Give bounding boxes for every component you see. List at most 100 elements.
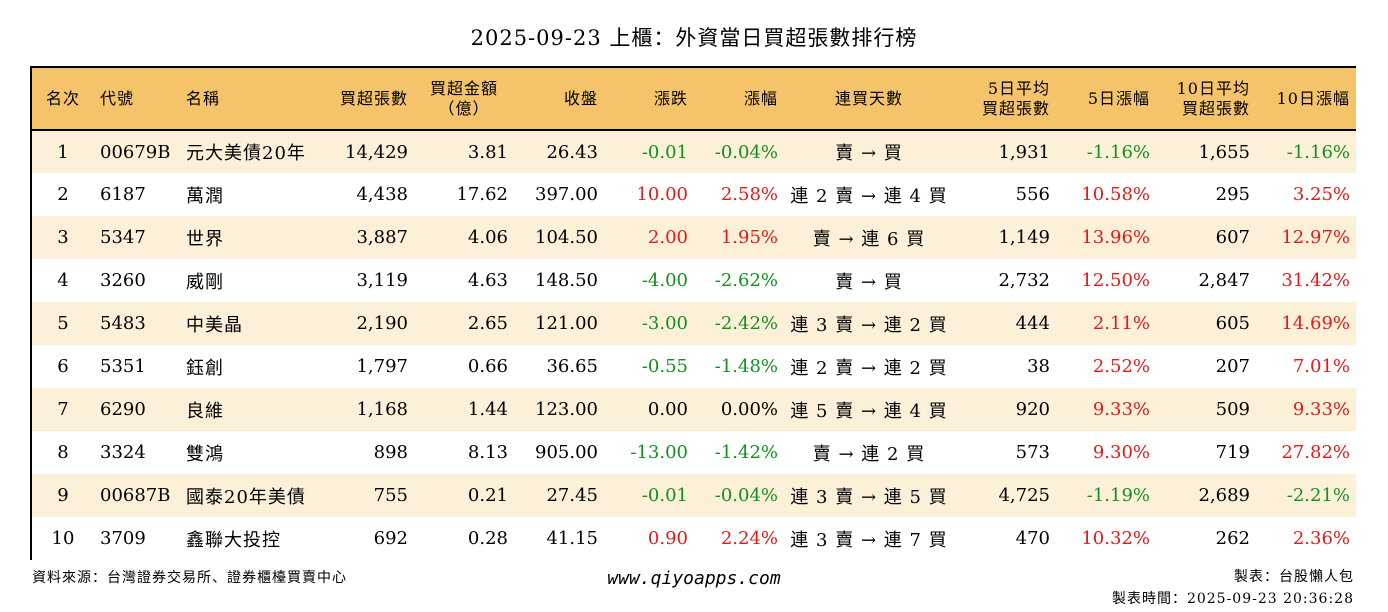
- table-row: 1 00679B 元大美債20年 14,429 3.81 26.43 -0.01 -0.04%…: [32, 130, 1356, 173]
- cell-buy-amount: 3.81: [467, 141, 508, 163]
- cell-pct: 1.95%: [720, 227, 778, 248]
- cell-buy-amount: 17.62: [456, 184, 508, 205]
- cell-avg5: 444: [1015, 313, 1050, 334]
- cell-pct5: 12.50%: [1081, 270, 1150, 291]
- header-streak: 連買天數: [784, 68, 954, 131]
- cell-buy-shares: 4,438: [356, 184, 408, 205]
- cell-streak: 連 3 賣 → 連 2 買: [790, 314, 948, 336]
- cell-pct10: 3.25%: [1292, 184, 1350, 205]
- data-source: 資料來源：台灣證券交易所、證券櫃檯買賣中心: [32, 570, 347, 586]
- header-pct5: 5日漲幅: [1056, 68, 1156, 131]
- cell-close: 121.00: [535, 313, 598, 334]
- cell-code: 6290: [100, 399, 146, 420]
- cell-close: 104.50: [535, 227, 598, 248]
- table-row: 8 3324 雙鴻 898 8.13 905.00 -13.00 -1.42% 賣 → 連 2 …: [32, 431, 1356, 474]
- cell-buy-amount: 4.63: [467, 270, 508, 291]
- cell-pct10: 7.01%: [1292, 356, 1350, 377]
- cell-close: 397.00: [535, 184, 598, 205]
- cell-change: -0.01: [641, 485, 688, 506]
- cell-avg5: 573: [1015, 442, 1050, 463]
- cell-code: 6187: [100, 184, 146, 205]
- header-pct: 漲幅: [694, 68, 784, 131]
- table-header-row: 名次 代號 名稱 買超張數 買超金額 （億） 收盤 漲跌 漲幅 連買天數 5日平…: [32, 68, 1356, 131]
- cell-name: 鑫聯大投控: [186, 529, 281, 551]
- header-buy-amount-line2: （億）: [438, 98, 490, 118]
- table-row: 9 00687B 國泰20年美債 755 0.21 27.45 -0.01 -0.04% 連 3…: [32, 474, 1356, 517]
- cell-name: 威剛: [186, 271, 224, 293]
- cell-code: 00687B: [100, 485, 171, 506]
- cell-rank: 1: [57, 141, 69, 163]
- cell-buy-shares: 14,429: [345, 141, 408, 163]
- cell-change: 2.00: [647, 227, 688, 248]
- cell-rank: 8: [57, 442, 69, 463]
- cell-change: -0.55: [641, 356, 688, 377]
- cell-buy-shares: 898: [373, 442, 408, 463]
- header-name: 名稱: [180, 68, 316, 131]
- cell-buy-shares: 1,168: [356, 399, 408, 420]
- cell-close: 148.50: [535, 270, 598, 291]
- cell-streak: 連 3 賣 → 連 5 買: [790, 486, 948, 508]
- cell-avg5: 1,931: [998, 141, 1050, 163]
- cell-close: 123.00: [535, 399, 598, 420]
- table-row: 3 5347 世界 3,887 4.06 104.50 2.00 1.95% 賣 → 連 6 買…: [32, 216, 1356, 259]
- cell-streak: 連 2 賣 → 連 2 買: [790, 357, 948, 379]
- cell-close: 905.00: [535, 442, 598, 463]
- cell-pct10: 14.69%: [1281, 313, 1350, 334]
- cell-pct5: 2.52%: [1092, 356, 1150, 377]
- cell-avg10: 605: [1215, 313, 1250, 334]
- cell-pct5: 2.11%: [1092, 313, 1150, 334]
- table-body: 1 00679B 元大美債20年 14,429 3.81 26.43 -0.01 -0.04%…: [32, 130, 1356, 560]
- header-avg10-line2: 買超張數: [1181, 98, 1250, 118]
- cell-change: 10.00: [636, 184, 688, 205]
- header-avg5: 5日平均 買超張數: [954, 68, 1056, 131]
- cell-pct5: 10.32%: [1081, 528, 1150, 549]
- cell-rank: 6: [57, 356, 69, 377]
- cell-buy-shares: 3,887: [356, 227, 408, 248]
- cell-buy-amount: 0.28: [467, 528, 508, 549]
- cell-buy-amount: 1.44: [467, 399, 508, 420]
- cell-avg5: 470: [1015, 528, 1050, 549]
- page-title: 2025-09-23 上櫃：外資當日買超張數排行榜: [470, 26, 918, 50]
- cell-streak: 賣 → 買: [835, 143, 903, 164]
- cell-rank: 5: [57, 313, 69, 334]
- cell-buy-shares: 692: [373, 528, 408, 549]
- header-avg10-line1: 10日平均: [1176, 78, 1250, 98]
- cell-buy-shares: 1,797: [356, 356, 408, 377]
- cell-streak: 連 5 賣 → 連 4 買: [790, 400, 948, 422]
- cell-code: 3709: [100, 528, 146, 549]
- cell-pct10: 12.97%: [1281, 227, 1350, 248]
- cell-avg5: 38: [1027, 356, 1050, 377]
- cell-avg10: 607: [1215, 227, 1250, 248]
- cell-name: 萬潤: [186, 185, 224, 207]
- cell-name: 元大美債20年: [186, 143, 306, 164]
- cell-pct5: 9.33%: [1092, 399, 1150, 420]
- cell-pct: 0.00%: [720, 399, 778, 420]
- cell-pct5: 13.96%: [1081, 227, 1150, 248]
- cell-name: 雙鴻: [186, 443, 224, 465]
- table-row: 4 3260 威剛 3,119 4.63 148.50 -4.00 -2.62% 賣 → 買 2,…: [32, 259, 1356, 302]
- table-row: 5 5483 中美晶 2,190 2.65 121.00 -3.00 -2.42% 連 3 賣 …: [32, 302, 1356, 345]
- cell-avg5: 4,725: [998, 485, 1050, 506]
- cell-buy-amount: 0.66: [467, 356, 508, 377]
- cell-streak: 賣 → 連 6 買: [812, 228, 926, 250]
- cell-pct: -2.62%: [714, 270, 778, 291]
- cell-avg10: 295: [1215, 184, 1250, 205]
- ranking-table-container: 名次 代號 名稱 買超張數 買超金額 （億） 收盤 漲跌 漲幅 連買天數 5日平…: [30, 66, 1356, 560]
- cell-rank: 7: [57, 399, 69, 420]
- cell-avg5: 2,732: [998, 270, 1050, 291]
- header-avg10: 10日平均 買超張數: [1156, 68, 1256, 131]
- cell-code: 5347: [100, 227, 146, 248]
- header-pct10: 10日漲幅: [1256, 68, 1356, 131]
- cell-pct: -0.04%: [714, 141, 778, 163]
- cell-change: -0.01: [641, 141, 688, 163]
- cell-rank: 2: [57, 184, 69, 205]
- website-link[interactable]: www.qiyoapps.com: [607, 568, 781, 589]
- header-change: 漲跌: [604, 68, 694, 131]
- cell-code: 3260: [100, 270, 146, 291]
- cell-name: 中美晶: [186, 314, 243, 336]
- header-avg5-line2: 買超張數: [981, 98, 1050, 118]
- cell-code: 00679B: [100, 141, 171, 163]
- cell-buy-shares: 3,119: [356, 270, 408, 291]
- header-close: 收盤: [514, 68, 604, 131]
- footer-credits: 製表：台股懶人包 製表時間：2025-09-23 20:36:28: [1112, 566, 1354, 610]
